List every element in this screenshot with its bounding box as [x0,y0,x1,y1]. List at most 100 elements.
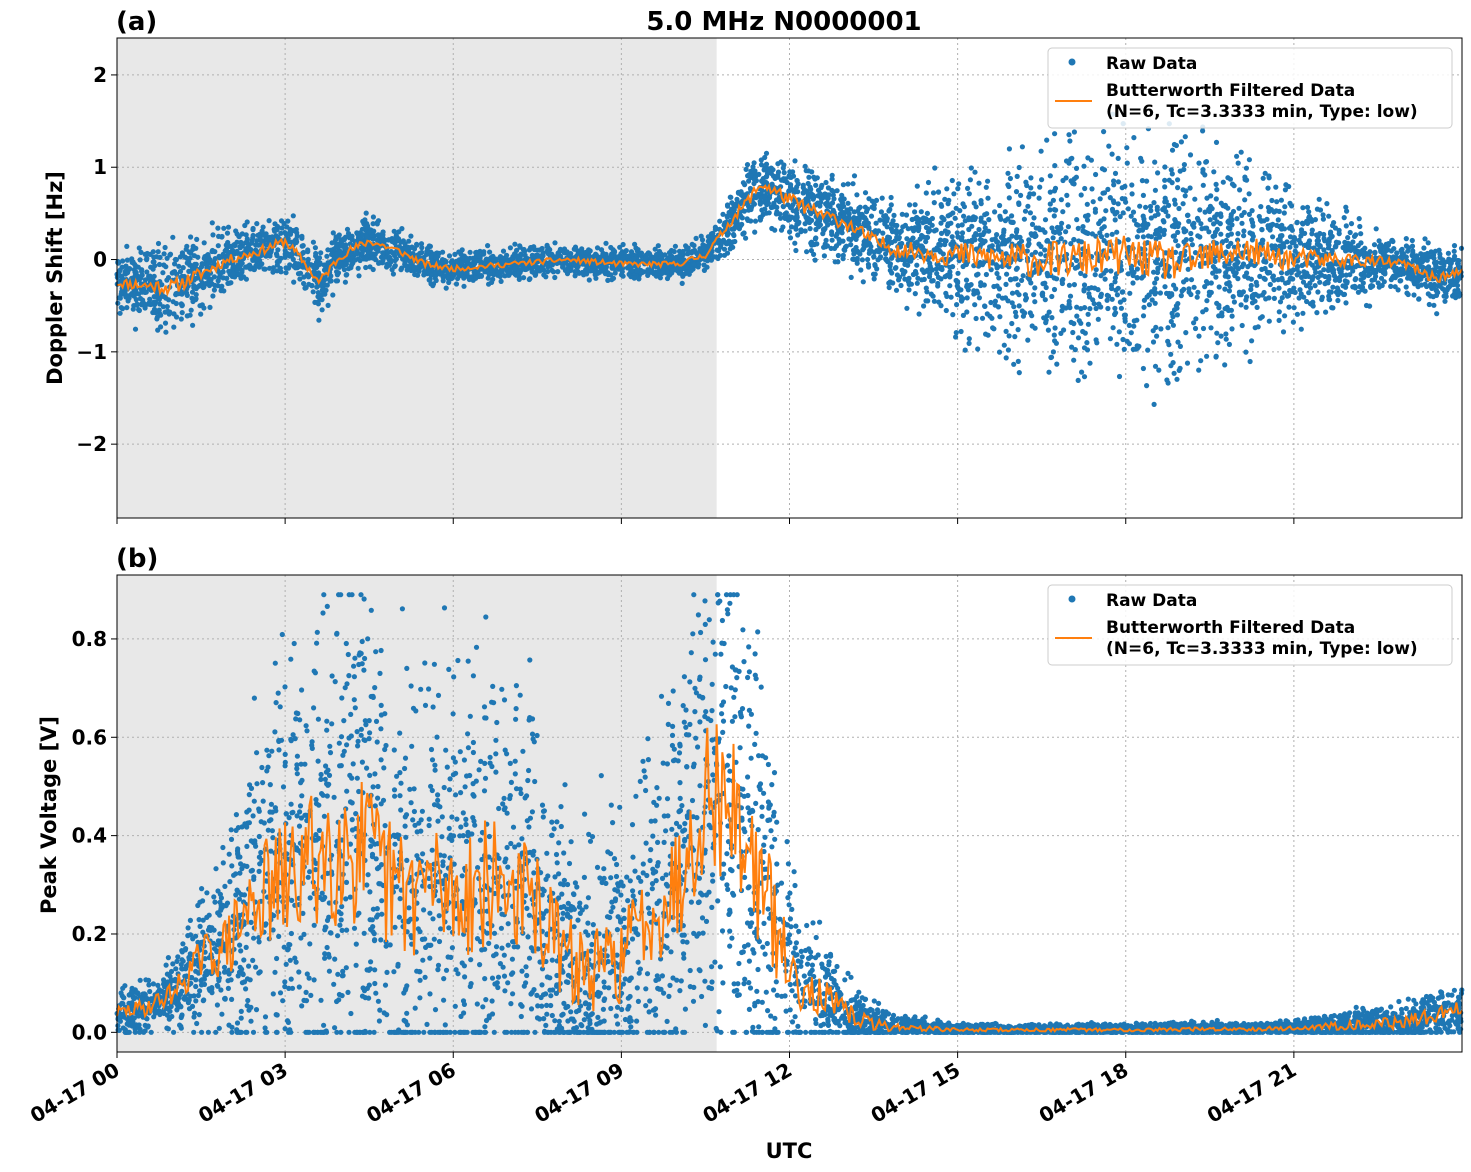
raw-point [1094,267,1099,272]
raw-point [1172,217,1177,222]
raw-point [1313,283,1318,288]
raw-point [1293,244,1298,249]
raw-point [666,256,671,261]
raw-point [759,162,764,167]
raw-point [1131,347,1136,352]
raw-point [1221,203,1226,208]
raw-point [1072,282,1077,287]
raw-point [1020,144,1025,149]
raw-point [837,241,842,246]
raw-point [1256,324,1261,329]
raw-point [1320,295,1325,300]
raw-point [956,285,961,290]
raw-point [858,267,863,272]
raw-point [398,267,403,272]
raw-point [808,185,813,190]
raw-point [454,281,459,286]
raw-point [1059,197,1064,202]
raw-point [1340,283,1345,288]
raw-point [881,214,886,219]
raw-point [1270,234,1275,239]
raw-point [267,266,272,271]
raw-point [1419,282,1424,287]
raw-point [730,227,735,232]
raw-point [454,259,459,264]
raw-point [1232,183,1237,188]
raw-point [1016,327,1021,332]
raw-point [1330,305,1335,310]
raw-point [441,275,446,280]
raw-point [1299,327,1304,332]
raw-point [1069,156,1074,161]
raw-point [1071,358,1076,363]
raw-point [711,254,716,259]
raw-point [163,321,168,326]
raw-point [311,289,316,294]
raw-point [934,247,939,252]
raw-point [1085,202,1090,207]
raw-point [787,169,792,174]
raw-point [1227,342,1232,347]
raw-point [316,301,321,306]
raw-point [1173,238,1178,243]
raw-point [950,234,955,239]
raw-point [725,202,730,207]
raw-point [860,212,865,217]
raw-point [891,213,896,218]
raw-point [1287,245,1292,250]
raw-point [625,254,630,259]
raw-point [425,246,430,251]
raw-point [1426,240,1431,245]
raw-point [1178,366,1183,371]
raw-point [1025,338,1030,343]
raw-point [1060,178,1065,183]
raw-point [1053,325,1058,330]
raw-point [1010,220,1015,225]
raw-point [1219,334,1224,339]
raw-point [1004,329,1009,334]
raw-point [1326,214,1331,219]
raw-point [1111,182,1116,187]
raw-point [923,298,928,303]
raw-point [1243,350,1248,355]
raw-point [1292,305,1297,310]
raw-point [1145,294,1150,299]
raw-point [490,254,495,259]
raw-point [1377,285,1382,290]
raw-point [499,268,504,273]
raw-point [154,316,159,321]
raw-point [813,236,818,241]
raw-point [294,240,299,245]
raw-point [653,270,658,275]
raw-point [547,260,552,265]
raw-point [275,247,280,252]
raw-point [959,329,964,334]
raw-point [1106,144,1111,149]
raw-point [1082,229,1087,234]
raw-point [1132,318,1137,323]
raw-point [191,283,196,288]
raw-point [188,234,193,239]
raw-point [683,243,688,248]
raw-point [967,341,972,346]
raw-point [1298,233,1303,238]
raw-point [1007,146,1012,151]
raw-point [1069,178,1074,183]
raw-point [1324,201,1329,206]
raw-point [156,241,161,246]
raw-point [498,274,503,279]
raw-point [320,287,325,292]
raw-point [1222,362,1227,367]
raw-point [381,229,386,234]
raw-point [845,201,850,206]
raw-point [1009,321,1014,326]
raw-point [1260,292,1265,297]
raw-point [1081,164,1086,169]
raw-point [1233,257,1238,262]
raw-point [1226,308,1231,313]
raw-point [1267,270,1272,275]
raw-point [291,280,296,285]
raw-point [171,325,176,330]
raw-point [869,214,874,219]
raw-point [119,305,124,310]
